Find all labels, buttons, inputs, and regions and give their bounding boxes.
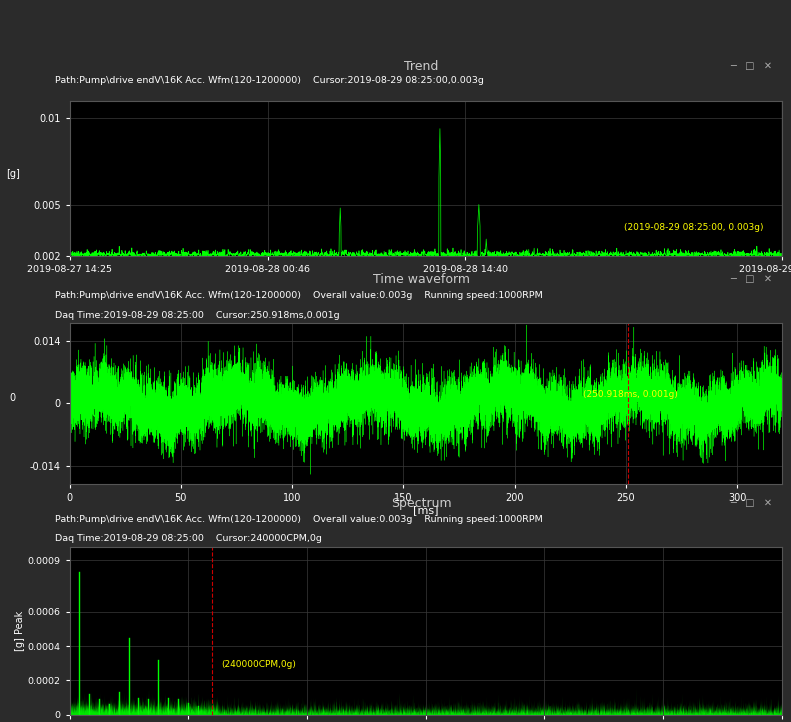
- Text: Spectrum: Spectrum: [391, 497, 452, 510]
- Y-axis label: [g]: [g]: [6, 169, 21, 179]
- Text: (240000CPM,0g): (240000CPM,0g): [221, 660, 296, 669]
- Text: Daq Time:2019-08-29 08:25:00    Cursor:240000CPM,0g: Daq Time:2019-08-29 08:25:00 Cursor:2400…: [55, 534, 322, 544]
- Text: Path:Pump\drive endV\16K Acc. Wfm(120-1200000)    Overall value:0.003g    Runnin: Path:Pump\drive endV\16K Acc. Wfm(120-12…: [55, 291, 543, 300]
- Text: Path:Pump\drive endV\16K Acc. Wfm(120-1200000)    Overall value:0.003g    Runnin: Path:Pump\drive endV\16K Acc. Wfm(120-12…: [55, 515, 543, 524]
- Text: Daq Time:2019-08-29 08:25:00    Cursor:250.918ms,0.001g: Daq Time:2019-08-29 08:25:00 Cursor:250.…: [55, 310, 340, 320]
- Text: ─   □   ✕: ─ □ ✕: [731, 61, 773, 71]
- Y-axis label: 0: 0: [9, 393, 16, 403]
- Text: ─   □   ✕: ─ □ ✕: [731, 274, 773, 284]
- Y-axis label: [g] Peak: [g] Peak: [15, 611, 25, 651]
- Text: Time waveform: Time waveform: [373, 273, 470, 286]
- Text: ─   □   ✕: ─ □ ✕: [731, 498, 773, 508]
- X-axis label: [ms]: [ms]: [413, 505, 438, 516]
- Text: (250.918ms, 0.001g): (250.918ms, 0.001g): [583, 390, 678, 399]
- Text: Trend: Trend: [404, 60, 438, 73]
- Text: Path:Pump\drive endV\16K Acc. Wfm(120-1200000)    Cursor:2019-08-29 08:25:00,0.0: Path:Pump\drive endV\16K Acc. Wfm(120-12…: [55, 77, 484, 85]
- Text: (2019-08-29 08:25:00, 0.003g): (2019-08-29 08:25:00, 0.003g): [624, 223, 764, 232]
